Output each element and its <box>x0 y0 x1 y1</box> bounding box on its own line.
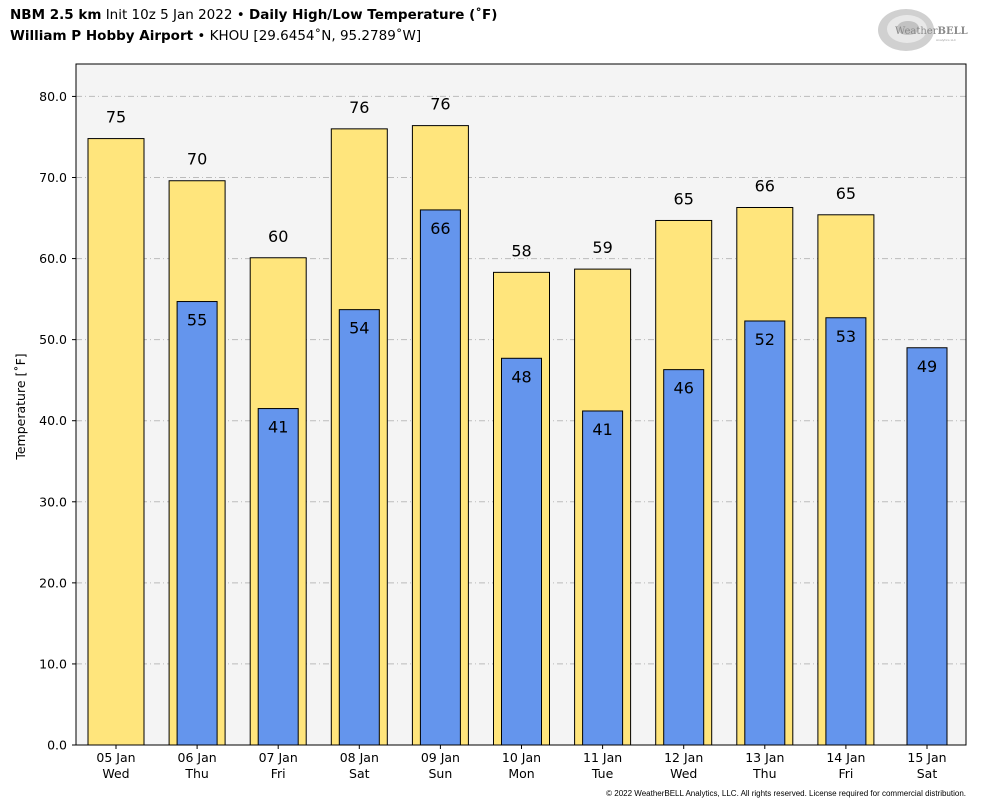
high-value-label: 65 <box>836 184 856 203</box>
x-tick-date: 14 Jan <box>826 750 865 765</box>
low-bar <box>744 320 786 746</box>
high-value-label: 70 <box>187 150 207 169</box>
x-tick-day: Fri <box>838 766 853 781</box>
low-value-label: 48 <box>511 367 531 386</box>
bullet-separator-2: • <box>197 28 206 44</box>
high-value-label: 75 <box>106 108 126 127</box>
low-value-label: 41 <box>592 420 612 439</box>
y-tick-label: 10.0 <box>39 656 67 671</box>
x-tick-day: Fri <box>271 766 286 781</box>
x-tick-day: Sat <box>917 766 938 781</box>
x-tick-date: 15 Jan <box>907 750 946 765</box>
low-bar <box>582 410 624 746</box>
high-value-label: 65 <box>674 189 694 208</box>
x-tick-date: 11 Jan <box>583 750 622 765</box>
x-tick-date: 06 Jan <box>178 750 217 765</box>
low-bar <box>419 209 461 746</box>
low-bar <box>906 347 948 746</box>
x-tick-day: Wed <box>102 766 129 781</box>
bars: 75 70 55 60 41 76 54 76 66 58 48 59 41 65 46 66 52 65 53 49 <box>87 95 948 746</box>
low-value-label: 54 <box>349 319 369 338</box>
high-value-label: 58 <box>511 241 531 260</box>
low-value-label: 46 <box>674 379 694 398</box>
low-value-label: 53 <box>836 327 856 346</box>
low-value-label: 52 <box>755 330 775 349</box>
x-tick-day: Sat <box>349 766 370 781</box>
model-name: NBM 2.5 km <box>10 7 102 23</box>
x-tick-day: Sun <box>429 766 453 781</box>
bullet-separator: • <box>236 7 245 23</box>
low-value-label: 55 <box>187 311 207 330</box>
logo-graphic: WeatherBELL Analytics LLC <box>878 9 968 51</box>
low-value-label: 49 <box>917 357 937 376</box>
station-name: William P Hobby Airport <box>10 28 194 44</box>
high-value-label: 66 <box>755 176 775 195</box>
header-line-1: NBM 2.5 km Init 10z 5 Jan 2022 • Daily H… <box>10 5 710 26</box>
high-value-label: 76 <box>349 98 369 117</box>
y-tick-label: 30.0 <box>39 494 67 509</box>
init-time: Init 10z 5 Jan 2022 <box>105 7 233 23</box>
high-bar <box>87 138 145 746</box>
y-axis: 0.0 10.0 20.0 30.0 40.0 50.0 60.0 70.0 80.0 <box>39 89 76 753</box>
x-tick-date: 09 Jan <box>421 750 460 765</box>
header-line-2: William P Hobby Airport • KHOU [29.6454˚… <box>10 26 710 47</box>
copyright-notice: © 2022 WeatherBELL Analytics, LLC. All r… <box>606 789 966 798</box>
y-tick-label: 50.0 <box>39 332 67 347</box>
y-tick-label: 70.0 <box>39 170 67 185</box>
low-bar <box>257 408 299 746</box>
low-bar <box>338 309 380 746</box>
low-bar <box>176 301 218 746</box>
x-tick-date: 05 Jan <box>96 750 135 765</box>
low-value-label: 66 <box>430 219 450 238</box>
x-tick-date: 07 Jan <box>259 750 298 765</box>
x-tick-date: 08 Jan <box>340 750 379 765</box>
low-bar <box>663 369 705 746</box>
logo-swirl-inner <box>897 21 919 35</box>
low-bar <box>825 317 867 746</box>
logo-subtext: Analytics LLC <box>936 38 956 42</box>
product-title: Daily High/Low Temperature (˚F) <box>249 7 498 23</box>
x-tick-day: Tue <box>591 766 614 781</box>
y-tick-label: 0.0 <box>47 738 67 753</box>
chart-header: NBM 2.5 km Init 10z 5 Jan 2022 • Daily H… <box>10 5 710 47</box>
y-tick-label: 60.0 <box>39 251 67 266</box>
y-axis-label: Temperature [˚F] <box>13 353 28 460</box>
x-tick-day: Mon <box>508 766 534 781</box>
logo-wordmark: WeatherBELL <box>895 26 968 37</box>
high-value-label: 59 <box>592 238 612 257</box>
x-tick-date: 12 Jan <box>664 750 703 765</box>
low-bar <box>501 357 542 746</box>
low-value-label: 41 <box>268 418 288 437</box>
y-tick-label: 20.0 <box>39 575 67 590</box>
weatherbell-logo: WeatherBELL Analytics LLC <box>876 5 968 55</box>
x-tick-date: 10 Jan <box>502 750 541 765</box>
station-info: KHOU [29.6454˚N, 95.2789˚W] <box>209 28 422 44</box>
x-tick-day: Thu <box>752 766 776 781</box>
x-tick-day: Thu <box>184 766 208 781</box>
high-value-label: 76 <box>430 95 450 114</box>
y-tick-label: 80.0 <box>39 89 67 104</box>
y-tick-label: 40.0 <box>39 413 67 428</box>
x-tick-date: 13 Jan <box>745 750 784 765</box>
x-tick-day: Wed <box>670 766 697 781</box>
high-value-label: 60 <box>268 227 288 246</box>
